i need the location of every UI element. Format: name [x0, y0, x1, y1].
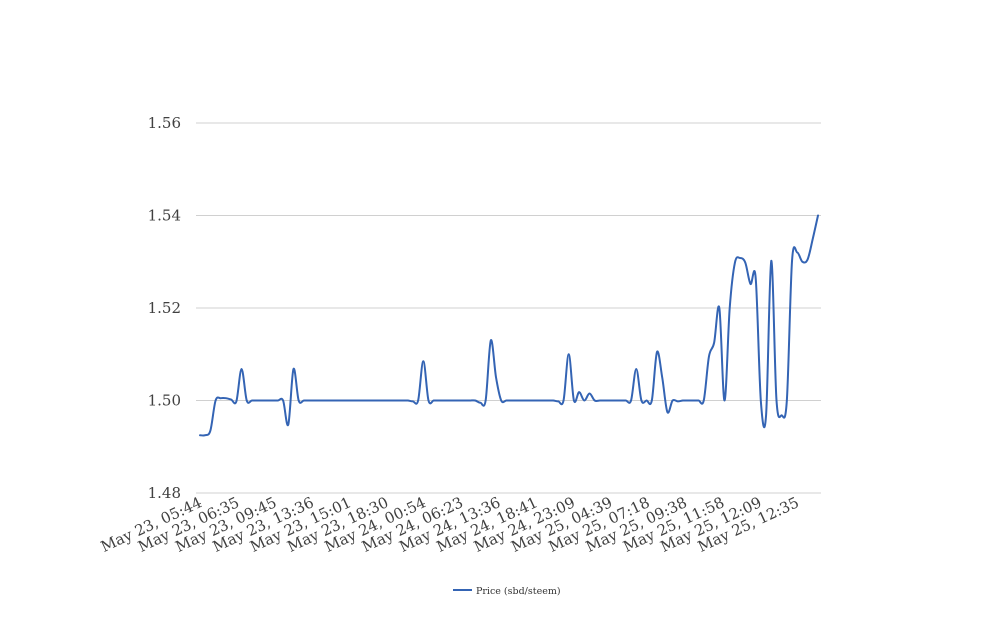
series-line-price	[199, 214, 819, 437]
y-tick-label: 1.50	[148, 392, 181, 410]
y-tick-label: 1.52	[148, 299, 181, 317]
y-tick-label: 1.56	[148, 114, 181, 132]
y-tick-label: 1.48	[148, 484, 181, 502]
series-layer	[199, 214, 819, 437]
y-axis-tick-labels: 1.48 1.50 1.52 1.54 1.56	[148, 114, 181, 502]
gridlines	[196, 122, 821, 494]
legend-label-price: Price (sbd/steem)	[476, 586, 561, 597]
y-tick-label: 1.54	[148, 207, 181, 225]
legend[interactable]: Price (sbd/steem)	[453, 586, 561, 597]
